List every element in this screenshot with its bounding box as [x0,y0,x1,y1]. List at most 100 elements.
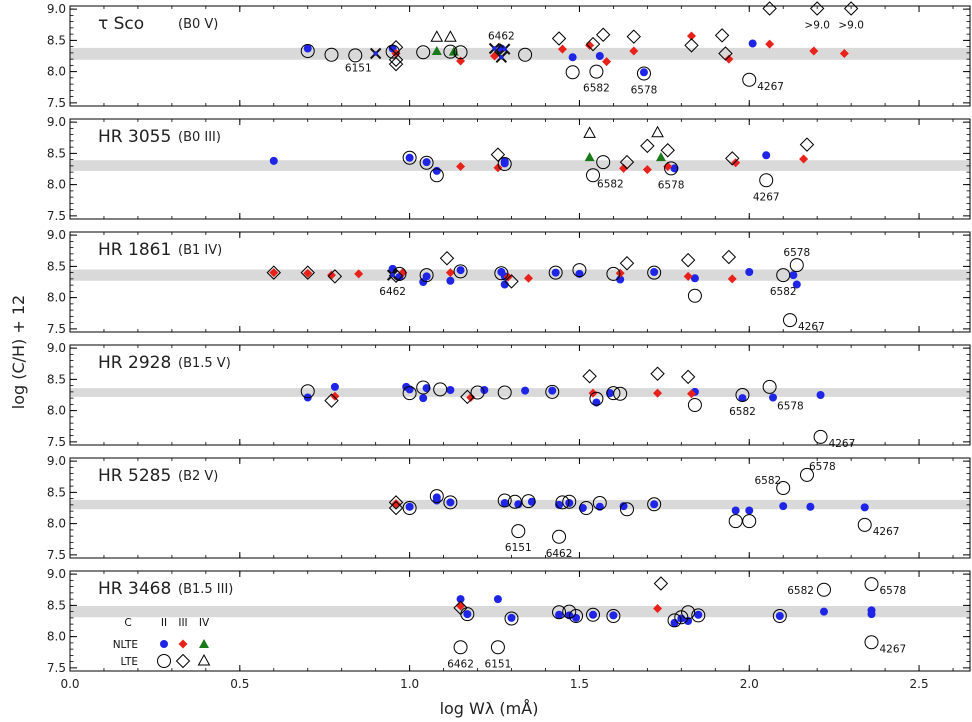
y-tick-label: 8.5 [47,598,66,612]
nlte-ii-point [548,386,557,395]
lte-ii-point [385,44,400,59]
lte-ii-point [579,501,594,515]
lte-ii-point [691,608,706,623]
panel-2: 7.5 8.0 8.5 9.0 6582 6578 4267 HR 3055 (B0 III) [47,115,971,223]
nlte-iii-point [445,268,455,278]
nlte-ii-point [500,499,509,507]
nlte-ii-point [578,504,587,512]
nlte-ii-point [422,272,431,281]
lte-iii-point [388,56,404,72]
nlte-iii-point [799,154,809,164]
nlte-ii-point [792,280,801,289]
mean-abundance-band [70,606,970,618]
lte-ii-point [518,47,533,62]
blend-ii-point [369,47,382,60]
nlte-ii-point [775,612,784,620]
line-wavelength-label: 6582 [787,585,814,597]
lte-ii-point [300,44,315,58]
lte-ii-point [613,386,628,401]
lte-ii-point [348,48,363,63]
line-wavelength-label: 6578 [783,247,810,259]
nlte-iii-point [731,158,741,168]
y-tick-label: 9.0 [47,228,66,242]
lte-iv-point [444,30,457,42]
lte-ii-point [504,611,519,626]
lte-ii-point [497,493,512,508]
lte-ii-point [433,382,448,397]
line-wavelength-label: 6582 [754,475,781,487]
panel-frame [69,118,971,220]
lte-iii-point [762,1,777,16]
lte-ii-point [687,288,702,303]
nlte-iii-point [466,393,476,402]
y-tick-label: 9.0 [47,454,66,468]
lte-iii-point [660,143,675,158]
nlte-iii-point [503,272,513,282]
nlte-ii-point [650,268,659,276]
y-tick-label: 8.0 [47,517,66,531]
line-wavelength-label: 6578 [777,401,804,413]
y-tick-label: 7.5 [47,96,66,110]
line-wavelength-label: 6582 [770,286,797,298]
nlte-iii-point [809,46,819,56]
lte-iii-point [388,500,404,516]
lte-iii-point [490,147,506,162]
nlte-iii-point [683,271,693,281]
lte-ii-point [157,654,171,668]
nlte-ii-point [860,503,869,512]
x-tick-label: 2.0 [740,677,759,691]
lte-iii-point [504,274,519,289]
lte-iii-point [551,31,567,46]
lte-ii-point [494,266,509,281]
panel-subtitle: (B1 IV) [178,243,222,258]
nlte-ii-point [639,68,648,77]
nlte-iii-point [493,163,503,173]
lte-ii-point [402,386,417,401]
panel-title: HR 2928 [98,353,171,373]
lte-ii-point [402,150,417,165]
y-tick-label: 8.5 [47,372,66,386]
y-tick-label: 8.0 [47,404,66,418]
nlte-ii-point [745,268,754,276]
nlte-ii-point [589,610,598,619]
lte-ii-point [545,384,560,399]
lte-ii-point [429,489,444,504]
panel-6: 7.5 8.0 8.5 9.0 6462 6151 6582 6578 4267 HR 3468 (… [47,567,971,691]
panel-frame [69,570,971,672]
nlte-ii-point [606,389,614,398]
nlte-iii-point [687,31,697,41]
lte-ii-point [772,609,787,623]
lte-iii-point [327,269,343,284]
nlte-ii-point [670,164,679,173]
lte-ii-point [759,173,774,188]
panel-3: 7.5 8.0 8.5 9.0 6462 6578 6582 4267 HR 1861 (B1 I… [47,228,971,336]
nlte-iii-point [839,49,849,58]
line-wavelength-label: 6462 [379,286,406,298]
nlte-ii-point [422,158,431,167]
panel-title: HR 1861 [98,240,171,260]
nlte-iv-point [584,152,595,162]
lte-iii-point [453,600,468,616]
lte-iii-point [175,653,191,669]
mean-abundance-band [70,160,970,171]
line-wavelength-label: 6578 [658,179,685,191]
panel-4: 7.5 8.0 8.5 9.0 6582 6578 4267 HR 2928 (B1.5 V) [47,341,971,450]
lte-iv-point [430,30,444,42]
lte-ii-point [490,640,505,655]
lte-iv-point [197,653,211,666]
lte-ii-point [586,168,601,183]
line-wavelength-label: 6578 [631,85,658,97]
panel-subtitle: (B1.5 III) [178,582,233,597]
panel-title: HR 5285 [98,466,171,486]
blend-center-dot [499,55,504,60]
panel-subtitle: (B2 V) [178,469,218,484]
lte-ii-point [511,524,526,539]
y-axis-label: log (C/H) + 12 [9,295,28,410]
panel-frame [69,457,971,559]
nlte-ii-point [463,610,472,619]
nlte-ii-point [446,498,455,507]
panel-subtitle: (B0 V) [178,17,218,32]
nlte-ii-point [527,497,536,506]
